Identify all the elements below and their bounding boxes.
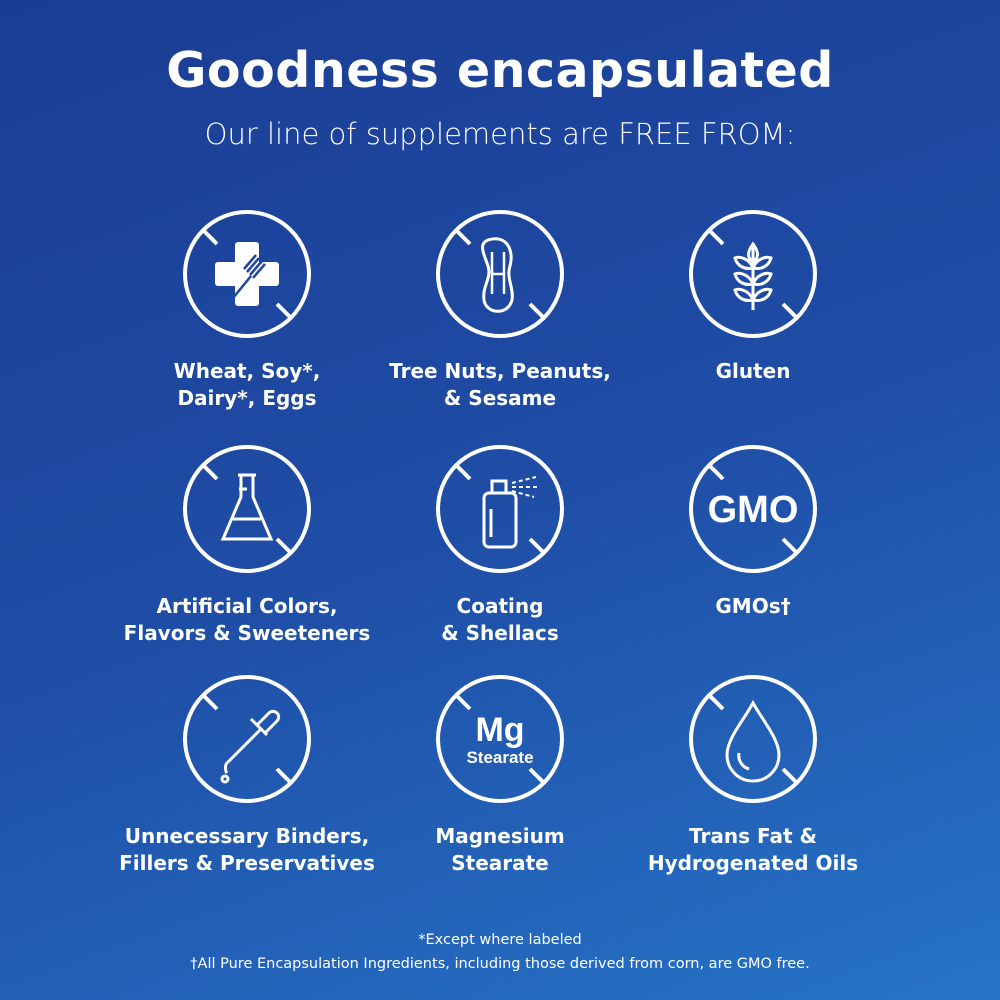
item-label: GMOs† (715, 594, 791, 618)
item-label: Artificial Colors, Flavors & Sweeteners (123, 594, 371, 645)
item-label: Trans Fat & Hydrogenated Oils (647, 824, 859, 875)
free-from-item: Unnecessary Binders, Fillers & Preservat… (97, 673, 397, 877)
free-from-item: Artificial Colors, Flavors & Sweeteners (97, 443, 397, 647)
page-title: Goodness encapsulated (166, 42, 834, 99)
gmo-icon-text: GMO (708, 489, 799, 531)
stearate-icon-text: Stearate (466, 748, 533, 767)
peanut-icon (436, 210, 564, 338)
free-from-item: Wheat, Soy*, Dairy*, Eggs (97, 208, 397, 412)
allergen-cross-fork-icon (183, 210, 311, 338)
oil-drop-icon (689, 675, 817, 803)
free-from-item: Mg Stearate Magnesium Stearate (350, 673, 650, 877)
free-from-item: Trans Fat & Hydrogenated Oils (603, 673, 903, 877)
item-label: Unnecessary Binders, Fillers & Preservat… (119, 824, 375, 875)
item-label: Gluten (715, 359, 791, 383)
free-from-item: Gluten (603, 208, 903, 385)
item-label: Coating & Shellacs (441, 594, 559, 645)
mg-icon-text: Mg (475, 711, 524, 749)
page-subtitle: Our line of supplements are FREE FROM: (204, 117, 796, 151)
flask-icon (183, 445, 311, 573)
gmo-text-icon: GMO (689, 445, 817, 573)
item-label: Magnesium Stearate (435, 824, 565, 875)
wheat-icon (689, 210, 817, 338)
item-label: Tree Nuts, Peanuts, & Sesame (389, 359, 611, 410)
footnote-gmo: †All Pure Encapsulation Ingredients, inc… (190, 956, 810, 972)
footnote-except: *Except where labeled (418, 932, 582, 948)
item-label: Wheat, Soy*, Dairy*, Eggs (173, 359, 321, 410)
dropper-icon (183, 675, 311, 803)
spray-can-icon (436, 445, 564, 573)
free-from-item: GMO GMOs† (603, 443, 903, 620)
free-from-item: Coating & Shellacs (350, 443, 650, 647)
free-from-item: Tree Nuts, Peanuts, & Sesame (350, 208, 650, 412)
